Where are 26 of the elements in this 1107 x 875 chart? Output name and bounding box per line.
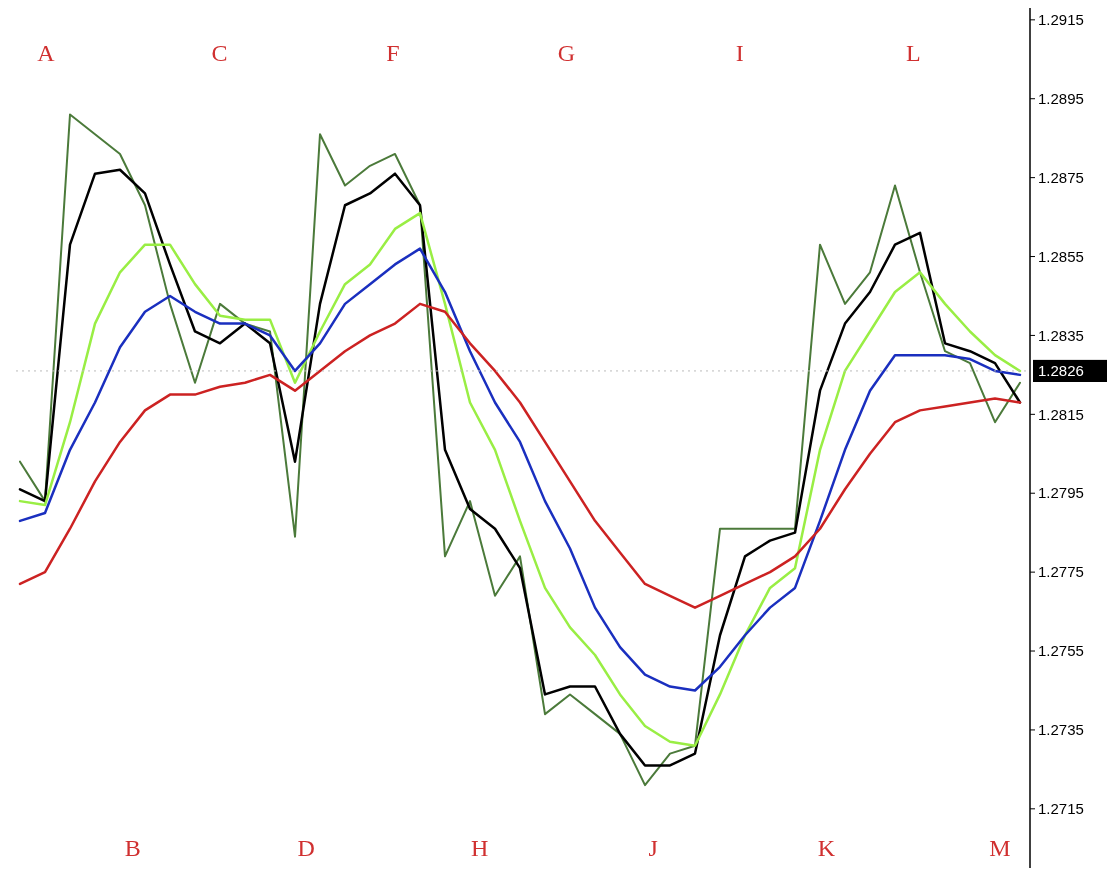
y-tick-label: 1.2855 (1038, 247, 1084, 265)
y-tick-label: 1.2715 (1038, 800, 1084, 818)
annotation: K (817, 835, 836, 862)
y-tick-label: 1.2755 (1038, 642, 1084, 660)
annotation: G (557, 40, 576, 67)
annotation: D (297, 835, 315, 862)
y-tick-label: 1.2735 (1038, 721, 1084, 739)
line-series (18, 302, 1022, 609)
annotation: I (735, 40, 744, 67)
annotation: H (470, 835, 489, 862)
y-tick-label: 1.2895 (1038, 89, 1084, 107)
annotation: J (648, 835, 658, 862)
annotation: B (124, 835, 141, 862)
annotation: L (905, 40, 921, 67)
line-series (18, 247, 1022, 692)
y-tick-label: 1.2835 (1038, 326, 1084, 344)
y-tick-label: 1.2875 (1038, 168, 1084, 186)
annotation: A (37, 40, 56, 67)
y-tick-label: 1.2775 (1038, 563, 1084, 581)
y-tick-label: 1.2815 (1038, 405, 1084, 423)
y-tick-label: 1.2795 (1038, 484, 1084, 502)
annotation: F (386, 40, 400, 67)
ref-line-label: 1.2826 (1038, 362, 1084, 380)
annotation: M (989, 835, 1011, 862)
y-tick-label: 1.2915 (1038, 11, 1084, 29)
annotation: C (211, 40, 228, 67)
